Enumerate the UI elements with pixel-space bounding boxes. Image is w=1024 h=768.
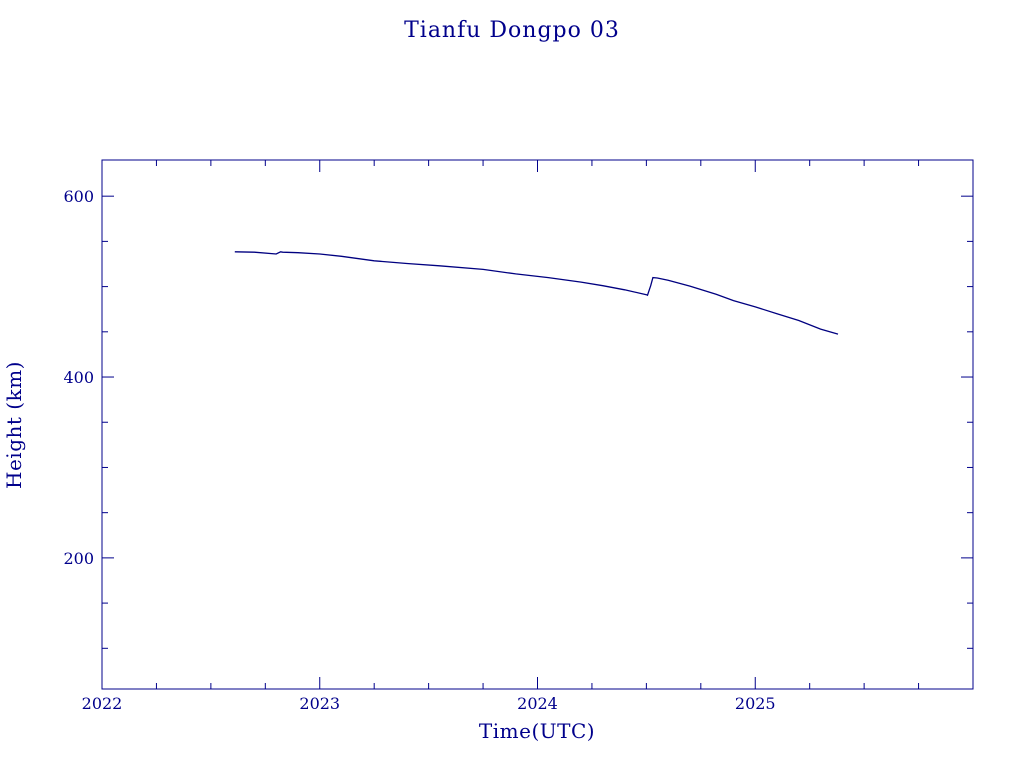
x-tick-label: 2022	[82, 694, 123, 713]
x-axis-label: Time(UTC)	[479, 719, 595, 743]
y-axis: 200 400 600	[63, 187, 973, 568]
y-axis-label: Height (km)	[2, 361, 26, 489]
y-tick-label: 600	[63, 187, 94, 206]
y-tick-label: 400	[63, 368, 94, 387]
chart-title: Tianfu Dongpo 03	[404, 18, 620, 43]
x-tick-label: 2023	[299, 694, 340, 713]
plot-frame	[101, 159, 974, 690]
series-line-height	[234, 251, 839, 335]
x-tick-label: 2024	[517, 694, 558, 713]
x-tick-label: 2025	[735, 694, 776, 713]
x-axis: 2022 2023 2024 2025	[82, 160, 776, 713]
y-tick-label: 200	[63, 549, 94, 568]
minor-ticks	[102, 160, 973, 689]
